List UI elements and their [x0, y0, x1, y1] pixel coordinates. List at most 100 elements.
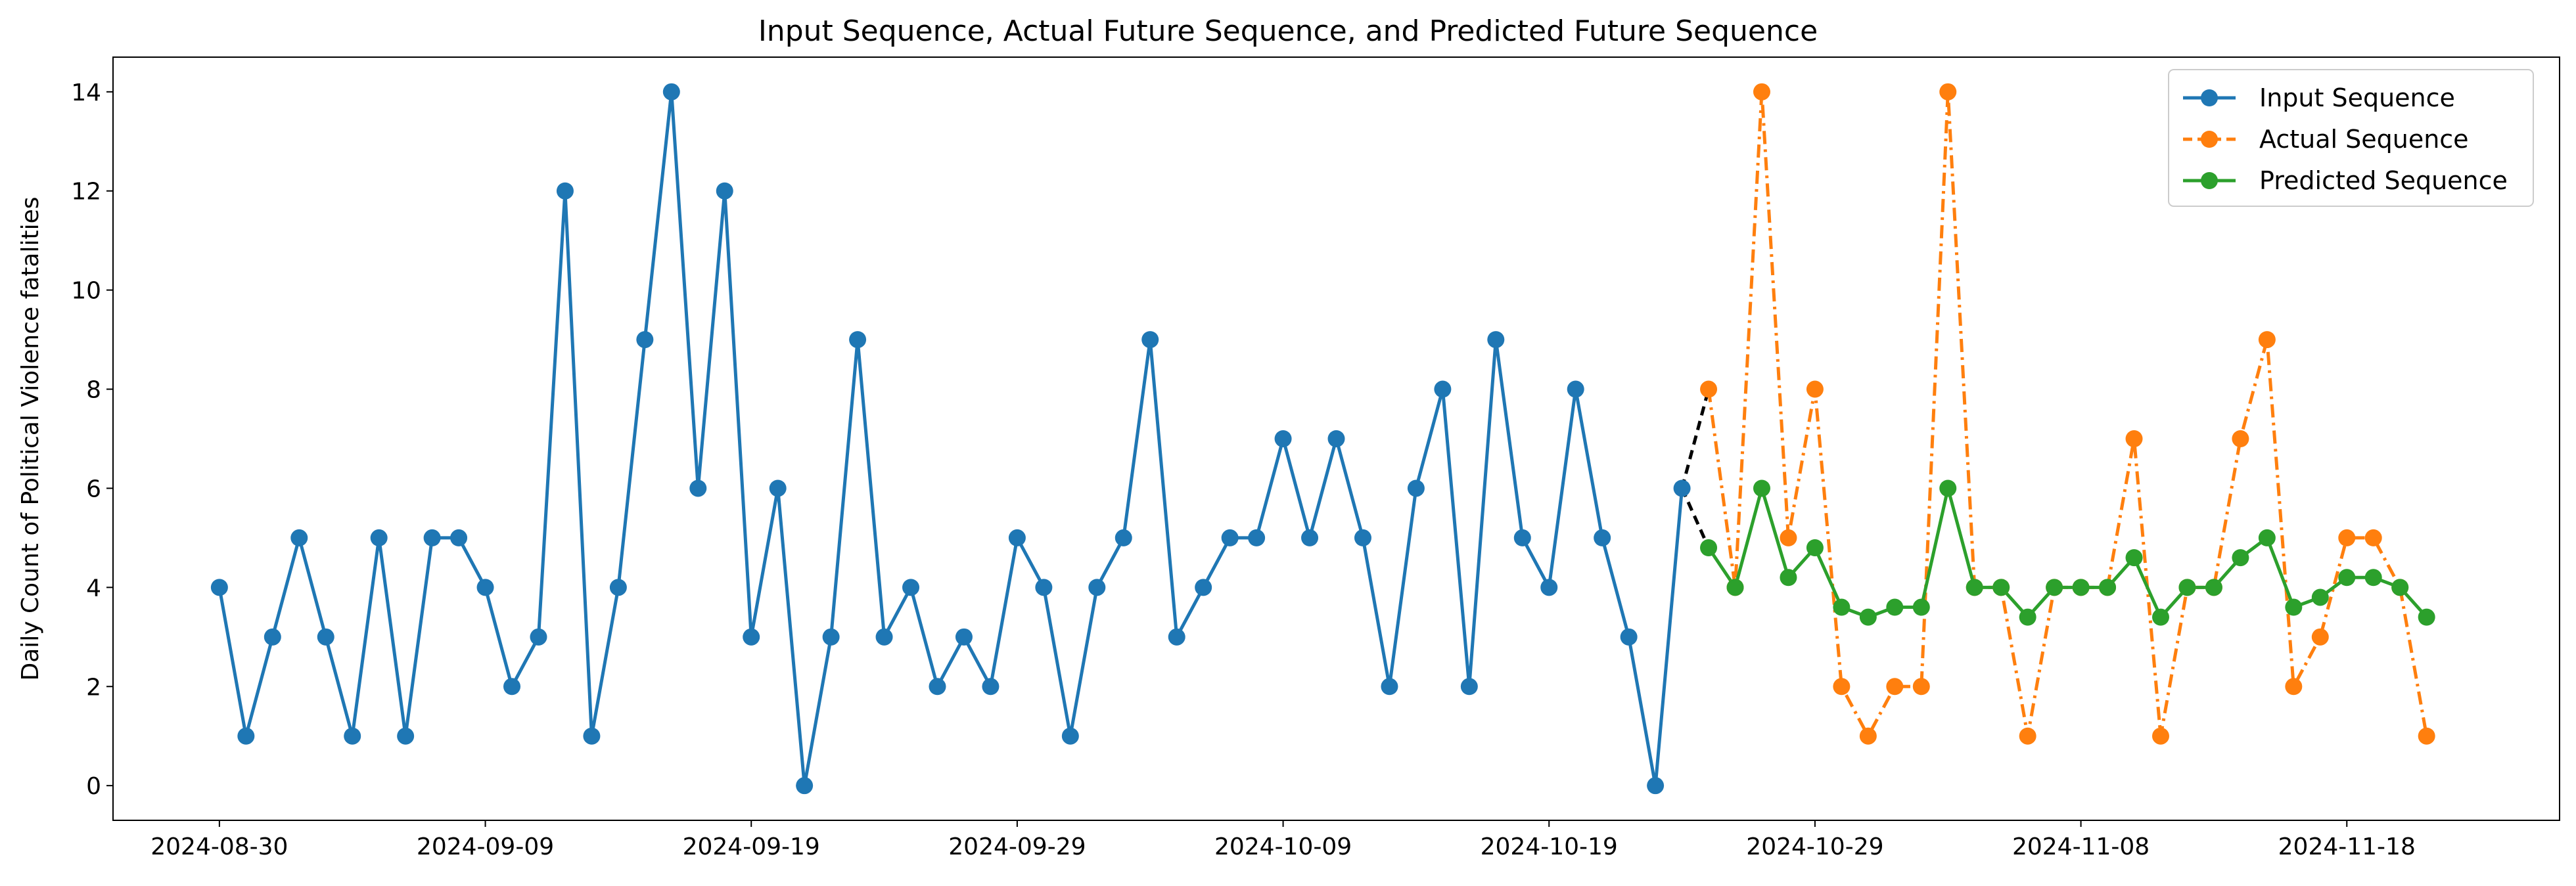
input-sequence-point — [450, 529, 468, 546]
y-tick-label: 4 — [86, 575, 101, 602]
actual-sequence-point — [1753, 83, 1770, 100]
input-sequence-point — [716, 182, 733, 200]
x-tick-label: 2024-11-08 — [2012, 833, 2150, 860]
predicted-sequence-point — [2072, 579, 2090, 596]
predicted-sequence-point — [1833, 598, 1851, 616]
x-tick-label: 2024-09-29 — [948, 833, 1086, 860]
y-tick-label: 2 — [86, 674, 101, 701]
actual-sequence-point — [2285, 678, 2303, 696]
plot-frame — [112, 56, 2560, 821]
input-sequence-point — [1673, 479, 1691, 497]
series — [210, 83, 2435, 795]
legend-predicted-sequence-label: Predicted Sequence — [2259, 166, 2508, 195]
input-sequence-point — [689, 479, 707, 497]
input-sequence-point — [370, 529, 388, 546]
y-tick-label: 12 — [71, 179, 101, 206]
input-sequence-point — [1088, 579, 1106, 596]
predicted-sequence-point — [1886, 598, 1904, 616]
input-sequence-point — [849, 331, 867, 349]
actual-sequence-point — [1912, 678, 1930, 696]
predicted-sequence-point — [1966, 579, 1983, 596]
predicted-sequence-point — [1859, 608, 1877, 626]
input-sequence-point — [1407, 479, 1425, 497]
input-sequence-point — [1221, 529, 1239, 546]
actual-sequence-point — [1859, 727, 1877, 745]
actual-sequence-point — [2364, 529, 2382, 546]
predicted-sequence-point — [1700, 539, 1718, 556]
input-sequence-point — [1647, 777, 1665, 795]
actual-sequence-point — [2151, 727, 2169, 745]
input-sequence-point — [530, 628, 547, 646]
input-sequence-point — [556, 182, 574, 200]
input-sequence-point — [743, 628, 760, 646]
input-sequence-point — [1327, 430, 1345, 447]
input-sequence-point — [423, 529, 441, 546]
input-sequence-point — [1301, 529, 1319, 546]
tick-marks: 0 2 4 6 8 10 12 14 2024-08-30 2024-09-09 2024-09-1… — [71, 79, 2416, 860]
predicted-sequence-point — [1939, 479, 1957, 497]
input-sequence-point — [1354, 529, 1371, 546]
predicted-sequence-point — [1806, 539, 1824, 556]
legend-input-sequence-label: Input Sequence — [2259, 83, 2455, 112]
predicted-sequence-point — [2418, 608, 2435, 626]
input-sequence-point — [1035, 579, 1053, 596]
input-sequence-point — [344, 727, 361, 745]
input-sequence-point — [1061, 727, 1079, 745]
x-tick-label: 2024-10-29 — [1746, 833, 1883, 860]
actual-sequence-point — [1833, 678, 1851, 696]
x-tick-label: 2024-10-19 — [1481, 833, 1618, 860]
input-sequence-point — [317, 628, 334, 646]
x-tick-label: 2024-09-09 — [417, 833, 554, 860]
x-tick-label: 2024-09-19 — [683, 833, 820, 860]
input-sequence-point — [1008, 529, 1026, 546]
input-sequence-line — [218, 90, 1684, 787]
input-sequence-point — [1115, 529, 1132, 546]
input-sequence-point — [397, 727, 415, 745]
chart-title: Input Sequence, Actual Future Sequence, … — [758, 14, 1818, 48]
predicted-sequence-point — [1912, 598, 1930, 616]
legend-actual-sequence-label: Actual Sequence — [2259, 125, 2469, 154]
predicted-sequence-point — [1753, 479, 1770, 497]
predicted-sequence-point — [2258, 529, 2276, 546]
actual-sequence-point — [1700, 380, 1718, 398]
input-sequence-point — [769, 479, 787, 497]
actual-sequence-point — [2232, 430, 2249, 447]
y-tick-label: 0 — [86, 773, 101, 800]
predicted-sequence-point — [1992, 579, 2010, 596]
input-sequence-point — [1141, 331, 1159, 349]
actual-sequence-point — [2418, 727, 2435, 745]
input-sequence-point — [1540, 579, 1558, 596]
predicted-sequence-point — [2019, 608, 2036, 626]
predicted-sequence-point — [2232, 549, 2249, 567]
predicted-sequence-line — [1707, 487, 2428, 619]
input-sequence-point — [875, 628, 893, 646]
legend-box — [2168, 69, 2534, 207]
predicted-sequence-point — [2311, 588, 2329, 606]
input-sequence-point — [955, 628, 973, 646]
input-sequence-point — [237, 727, 255, 745]
predicted-sequence-point — [2151, 608, 2169, 626]
connector-line — [1680, 388, 1711, 489]
actual-sequence-point — [2125, 430, 2143, 447]
input-sequence-point — [1248, 529, 1266, 546]
input-sequence-point — [929, 678, 946, 696]
input-sequence-point — [1594, 529, 1611, 546]
actual-sequence-point — [2258, 331, 2276, 349]
input-sequence-point — [1434, 380, 1452, 398]
actual-sequence-point — [1780, 529, 1797, 546]
input-sequence-point — [264, 628, 281, 646]
predicted-sequence-point — [2099, 579, 2117, 596]
predicted-sequence-point — [2338, 569, 2356, 587]
actual-sequence-point — [2338, 529, 2356, 546]
predicted-sequence-point — [2046, 579, 2063, 596]
actual-sequence-point — [2019, 727, 2036, 745]
predicted-sequence-point — [2364, 569, 2382, 587]
input-sequence-point — [636, 331, 654, 349]
input-sequence-point — [1513, 529, 1531, 546]
input-sequence-point — [662, 83, 680, 100]
predicted-sequence-point — [2205, 579, 2222, 596]
input-sequence-point — [609, 579, 627, 596]
predicted-sequence-point — [1780, 569, 1797, 587]
y-tick-label: 8 — [86, 377, 101, 404]
